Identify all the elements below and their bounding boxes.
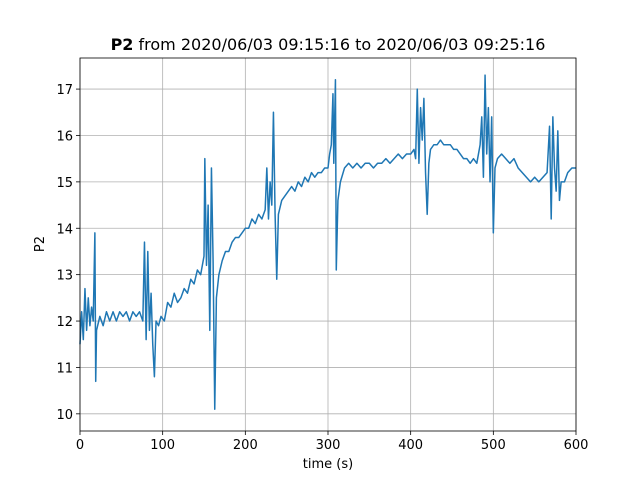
x-tick-label: 300 <box>316 438 341 453</box>
x-tick-label: 100 <box>150 438 175 453</box>
x-tick-label: 500 <box>481 438 506 453</box>
chart-title: P2 from 2020/06/03 09:15:16 to 2020/06/0… <box>111 35 546 54</box>
x-tick-label: 0 <box>76 438 84 453</box>
y-tick-label: 15 <box>56 176 73 191</box>
x-axis-label: time (s) <box>303 457 353 472</box>
x-tick-label: 200 <box>233 438 258 453</box>
x-tick-label: 600 <box>564 438 589 453</box>
y-tick-label: 14 <box>56 222 73 237</box>
y-tick-label: 17 <box>56 83 73 98</box>
y-tick-label: 12 <box>56 315 73 330</box>
y-tick-label: 11 <box>56 361 73 376</box>
y-tick-label: 16 <box>56 129 73 144</box>
x-tick-label: 400 <box>398 438 423 453</box>
plot-frame <box>79 57 577 432</box>
title-rest: from 2020/06/03 09:15:16 to 2020/06/03 0… <box>139 35 546 54</box>
title-bold: P2 <box>111 35 134 54</box>
y-tick-label: 10 <box>56 408 73 423</box>
data-line <box>79 74 576 410</box>
y-tick-label: 13 <box>56 269 73 284</box>
y-axis-label: P2 <box>33 236 48 252</box>
